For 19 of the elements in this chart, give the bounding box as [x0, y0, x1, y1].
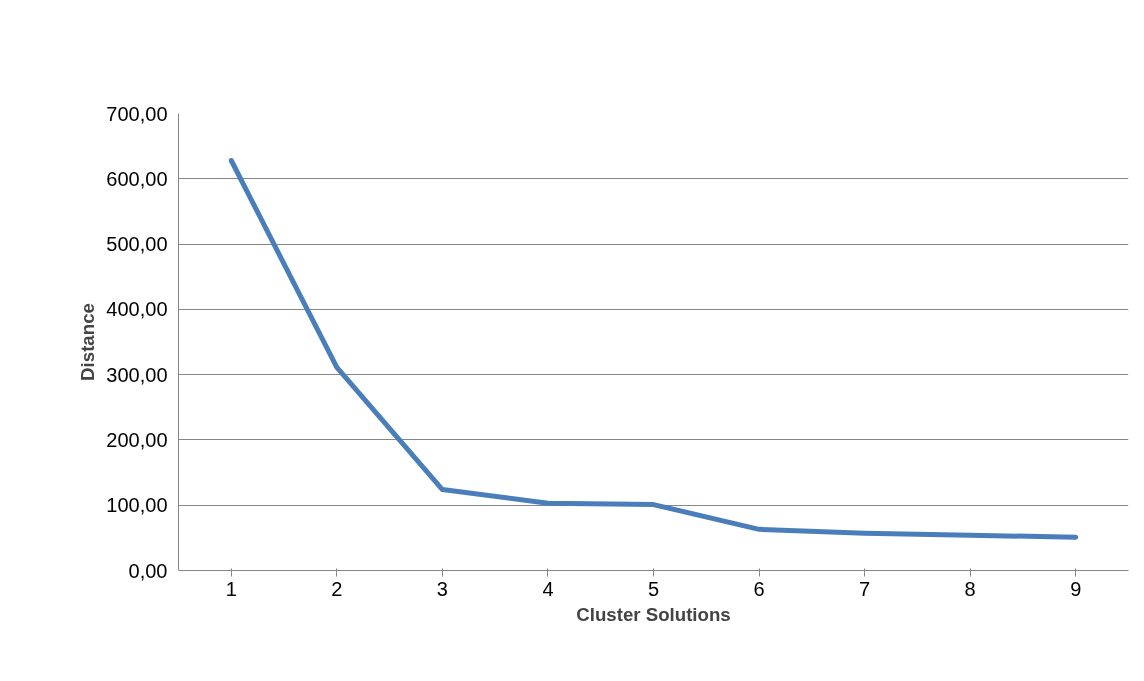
- x-tick-label: 7: [859, 577, 871, 600]
- x-tick-label: 8: [964, 577, 976, 600]
- x-tick-label: 4: [542, 577, 554, 600]
- x-tick-label: 9: [1070, 577, 1082, 600]
- x-tick-label: 6: [753, 577, 765, 600]
- x-tick-label: 5: [647, 577, 660, 600]
- y-tick-label: 100,00: [106, 494, 168, 517]
- y-tick-label: 0,00: [128, 559, 168, 582]
- y-tick-label: 700,00: [106, 102, 168, 125]
- x-axis-title: Cluster Solutions: [576, 603, 731, 625]
- y-tick-label: 200,00: [106, 428, 168, 451]
- x-tick-label: 3: [436, 577, 448, 600]
- y-tick-label: 300,00: [106, 363, 168, 386]
- y-tick-label: 400,00: [106, 298, 168, 321]
- y-tick-label: 600,00: [106, 167, 168, 190]
- x-tick-label: 1: [225, 577, 237, 600]
- x-tick-label: 2: [331, 577, 343, 600]
- y-tick-label: 500,00: [106, 233, 168, 256]
- y-axis-title: Distance: [77, 303, 99, 381]
